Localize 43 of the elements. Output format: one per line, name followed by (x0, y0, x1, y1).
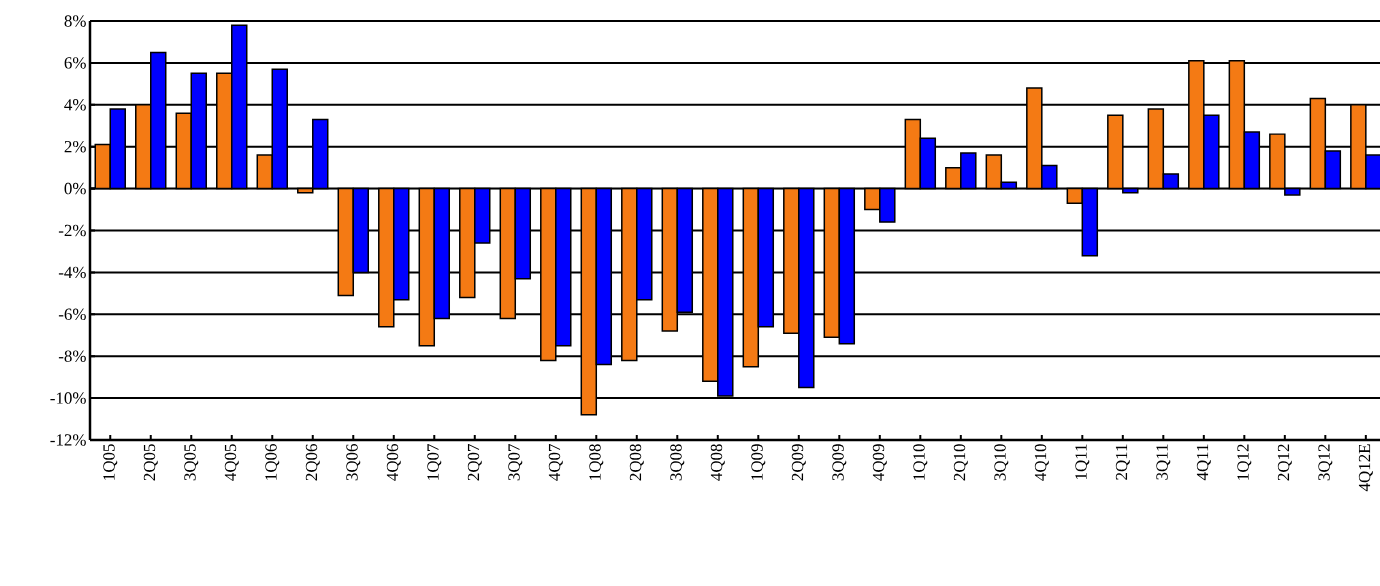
x-tick-label: 1Q11 (1075, 444, 1090, 480)
x-tick-label: 4Q12E (1358, 444, 1373, 492)
x-tick-label: 3Q09 (832, 444, 847, 481)
x-tick-label: 1Q05 (103, 444, 118, 480)
y-tick-label: -4% (58, 266, 86, 279)
x-tick-label: 4Q11 (1196, 444, 1211, 481)
x-tick-label: 4Q07 (548, 444, 563, 481)
x-tick-label: 4Q05 (224, 444, 239, 481)
x-tick-label: 2Q05 (143, 444, 158, 481)
x-tick-label: 2Q06 (305, 444, 320, 481)
x-tick-label: 2Q10 (953, 444, 968, 481)
y-tick-label: 6% (64, 57, 86, 69)
x-tick-label: 1Q12 (1237, 444, 1252, 480)
x-tick-label: 1Q09 (751, 444, 766, 480)
x-tick-label: 3Q08 (670, 444, 685, 481)
x-tick-label: 2Q09 (791, 444, 806, 481)
y-tick-label: 0% (64, 182, 86, 195)
x-tick-label: 4Q10 (1034, 444, 1049, 481)
x-tick-label: 1Q08 (589, 444, 604, 480)
x-tick-label: 3Q05 (184, 444, 199, 481)
y-tick-label: 4% (64, 99, 86, 111)
y-tick-label: 2% (64, 140, 86, 153)
x-tick-label: 1Q07 (427, 444, 442, 480)
y-tick-label: -12% (50, 434, 86, 446)
x-tick-label: 2Q11 (1115, 444, 1130, 480)
x-tick-label: 3Q11 (1156, 444, 1171, 480)
x-tick-label: 2Q12 (1277, 444, 1292, 481)
x-tick-label: 4Q08 (710, 444, 725, 481)
x-tick-label: 4Q09 (872, 444, 887, 481)
x-tick-label: 3Q06 (346, 444, 361, 481)
x-tick-label: 3Q07 (508, 444, 523, 481)
x-tick-label: 1Q10 (913, 444, 928, 480)
y-tick-label: -2% (58, 224, 86, 237)
x-tick-label: 3Q10 (994, 444, 1009, 481)
y-tick-label: -8% (58, 350, 86, 362)
x-tick-label: 4Q06 (386, 444, 401, 481)
y-tick-label: -10% (50, 392, 86, 404)
x-tick-label: 2Q07 (467, 444, 482, 481)
x-tick-label: 2Q08 (629, 444, 644, 481)
x-tick-label: 3Q12 (1318, 444, 1333, 481)
y-tick-label: -6% (58, 308, 86, 321)
x-tick-label: 1Q06 (265, 444, 280, 480)
y-tick-label: 8% (64, 15, 86, 27)
